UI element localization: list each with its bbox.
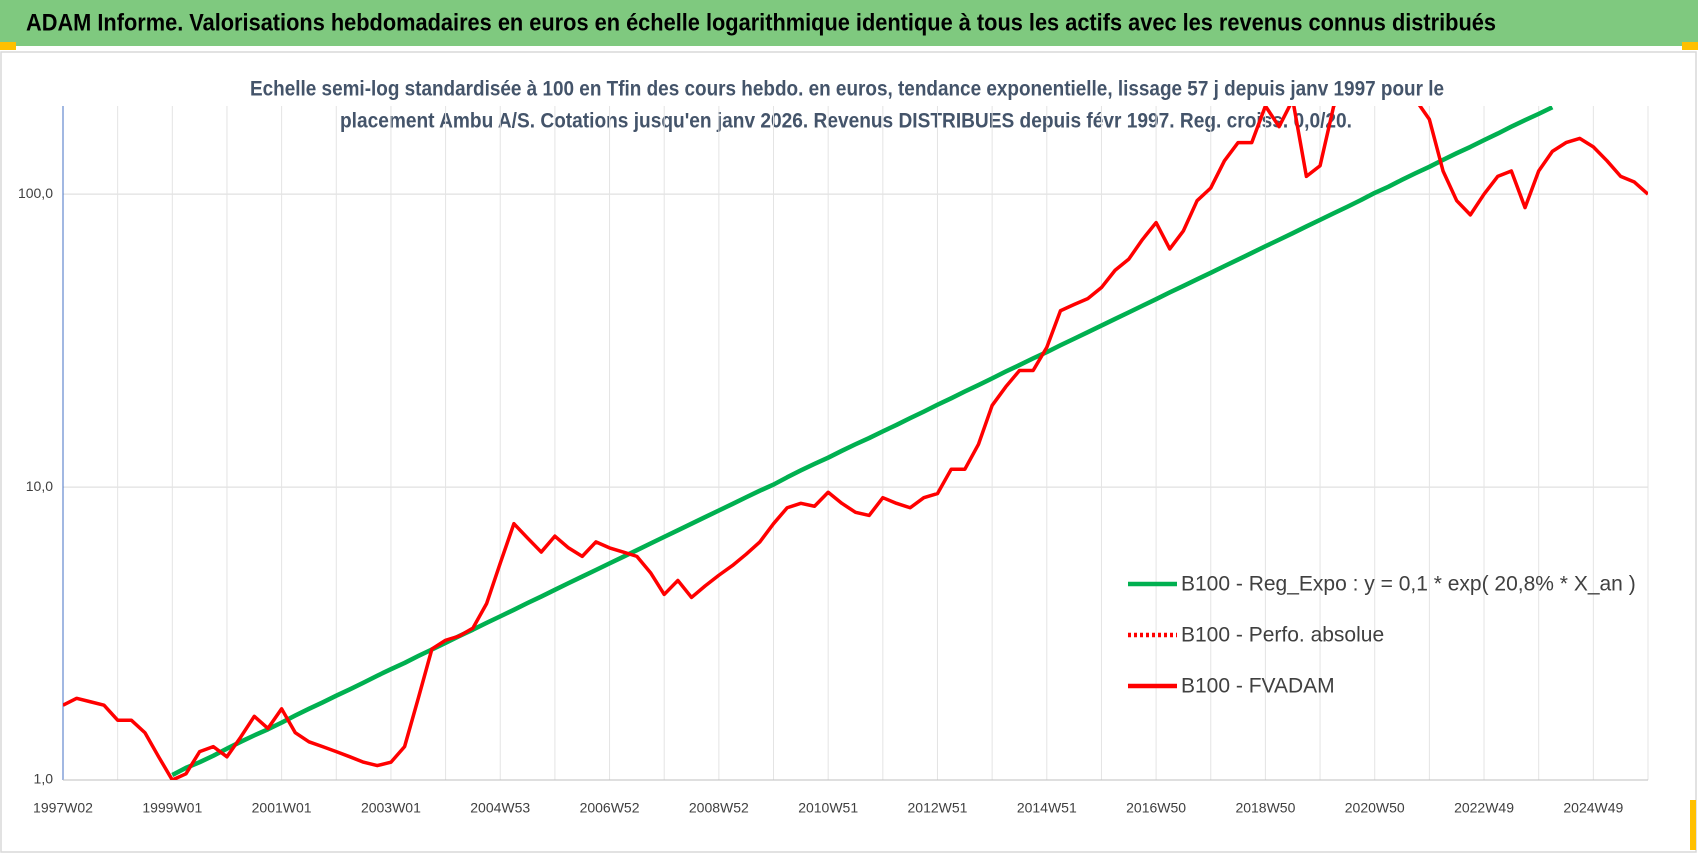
legend-label: B100 - FVADAM (1181, 675, 1335, 698)
labels: 1,0 10,0 100,0 1997W02 1999W01 2001W01 2003W01… (18, 185, 1624, 816)
corner-mark (1690, 800, 1696, 850)
data-line (63, 106, 1648, 780)
x-tick-label: 2004W53 (470, 800, 530, 816)
x-tick-label: 2016W50 (1126, 800, 1186, 816)
corner-mark (1682, 42, 1698, 50)
title-banner (0, 0, 1698, 46)
x-tick-label: 2018W50 (1235, 800, 1295, 816)
corner-mark (0, 42, 16, 50)
y-tick-label: 100,0 (18, 185, 53, 201)
x-tick-label: 2001W01 (252, 800, 312, 816)
x-tick-label: 1997W02 (33, 800, 93, 816)
chart-frame (0, 51, 1697, 853)
legend-label: B100 - Reg_Expo : y = 0,1 * exp( 20,8% *… (1181, 573, 1636, 596)
x-tick-label: 2020W50 (1345, 800, 1405, 816)
x-tick-label: 1999W01 (142, 800, 202, 816)
x-tick-label: 2006W52 (580, 800, 640, 816)
x-tick-label: 2014W51 (1017, 800, 1077, 816)
x-tick-label: 2003W01 (361, 800, 421, 816)
x-tick-label: 2024W49 (1563, 800, 1623, 816)
y-tick-label: 10,0 (26, 478, 53, 494)
chart-title: ADAM Informe. Valorisations hebdomadaire… (26, 9, 1496, 36)
plot-area (63, 106, 1648, 780)
chart-subtitle: Echelle semi-log standardisée à 100 en T… (250, 78, 1444, 101)
chart-subtitle: placement Ambu A/S. Cotations jusqu'en j… (340, 110, 1352, 133)
y-tick-label: 1,0 (34, 771, 54, 787)
x-tick-label: 2012W51 (908, 800, 968, 816)
x-tick-label: 2010W51 (798, 800, 858, 816)
x-tick-label: 2008W52 (689, 800, 749, 816)
legend: B100 - Reg_Expo : y = 0,1 * exp( 20,8% *… (1128, 573, 1636, 698)
x-tick-label: 2022W49 (1454, 800, 1514, 816)
legend-label: B100 - Perfo. absolue (1181, 624, 1384, 647)
data-line (171, 106, 1554, 778)
